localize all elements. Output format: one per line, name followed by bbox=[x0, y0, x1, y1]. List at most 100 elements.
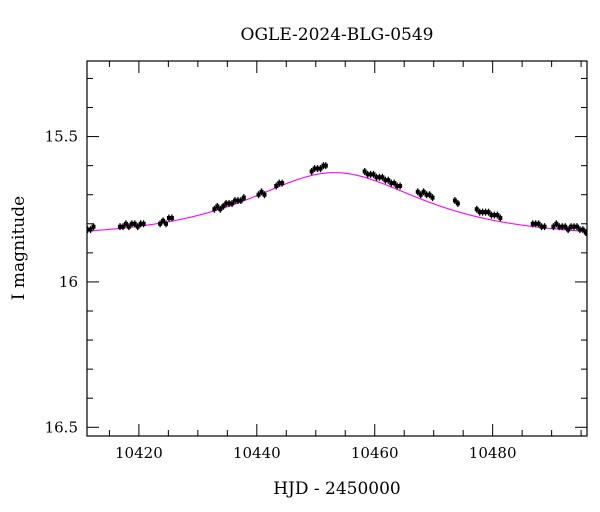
point-marker bbox=[495, 213, 500, 218]
data-point bbox=[315, 165, 320, 173]
point-marker bbox=[542, 224, 547, 229]
data-point bbox=[321, 162, 326, 170]
y-tick-label: 16 bbox=[59, 273, 78, 291]
data-point bbox=[161, 217, 166, 225]
point-marker bbox=[371, 172, 376, 177]
data-point bbox=[256, 191, 261, 199]
data-point bbox=[415, 188, 420, 196]
point-marker bbox=[551, 224, 556, 229]
point-marker bbox=[132, 221, 137, 226]
data-point bbox=[554, 220, 559, 228]
point-marker bbox=[398, 184, 403, 188]
data-point bbox=[259, 188, 264, 196]
point-marker bbox=[318, 166, 323, 171]
data-point bbox=[277, 179, 282, 187]
data-point bbox=[557, 223, 562, 231]
point-marker bbox=[583, 230, 587, 235]
data-point bbox=[215, 202, 220, 210]
point-marker bbox=[424, 192, 429, 197]
data-point bbox=[135, 223, 140, 231]
data-point bbox=[574, 223, 579, 231]
point-marker bbox=[395, 184, 400, 188]
point-marker bbox=[421, 189, 426, 194]
data-point bbox=[533, 220, 538, 228]
data-point bbox=[166, 214, 171, 222]
data-point bbox=[129, 220, 134, 228]
point-marker bbox=[158, 221, 163, 226]
data-point bbox=[141, 220, 146, 228]
data-point bbox=[362, 167, 367, 175]
data-point bbox=[539, 223, 544, 231]
data-point bbox=[486, 208, 491, 216]
point-marker bbox=[530, 221, 535, 226]
data-point bbox=[374, 173, 379, 181]
data-point bbox=[230, 199, 235, 207]
point-marker bbox=[241, 195, 246, 200]
point-marker bbox=[480, 210, 485, 215]
point-marker bbox=[135, 224, 140, 229]
point-marker bbox=[315, 166, 320, 171]
data-point bbox=[392, 179, 397, 187]
x-tick-label: 10460 bbox=[351, 444, 399, 462]
point-marker bbox=[235, 198, 240, 203]
point-marker bbox=[539, 224, 544, 229]
data-point bbox=[386, 176, 391, 184]
point-marker bbox=[259, 189, 264, 194]
point-marker bbox=[262, 192, 267, 197]
point-marker bbox=[91, 224, 96, 229]
data-point bbox=[138, 220, 143, 228]
data-point bbox=[577, 226, 582, 234]
plot-area bbox=[86, 60, 588, 437]
data-point bbox=[91, 223, 96, 231]
data-point bbox=[389, 179, 394, 187]
data-point bbox=[88, 226, 93, 234]
data-point bbox=[126, 223, 131, 231]
data-point bbox=[274, 182, 279, 190]
data-point bbox=[480, 208, 485, 216]
model-curve bbox=[87, 172, 587, 232]
point-marker bbox=[483, 210, 488, 215]
data-point bbox=[572, 223, 577, 231]
point-marker bbox=[486, 210, 491, 215]
point-marker bbox=[230, 201, 235, 206]
data-point bbox=[498, 214, 503, 222]
point-marker bbox=[383, 178, 388, 183]
point-marker bbox=[498, 215, 503, 220]
point-marker bbox=[164, 221, 169, 226]
data-point bbox=[365, 170, 370, 178]
x-axis-label: HJD - 2450000 bbox=[273, 479, 401, 499]
point-marker bbox=[477, 210, 482, 215]
y-axis: 15.5 16 16.5 bbox=[45, 77, 587, 436]
point-marker bbox=[88, 227, 93, 232]
data-point bbox=[262, 191, 267, 199]
data-point bbox=[427, 191, 432, 199]
point-marker bbox=[569, 224, 574, 229]
point-marker bbox=[536, 221, 541, 226]
point-marker bbox=[427, 192, 432, 197]
point-marker bbox=[274, 184, 279, 188]
point-marker bbox=[309, 169, 314, 174]
data-point bbox=[383, 176, 388, 184]
data-point bbox=[542, 223, 547, 231]
point-marker bbox=[141, 221, 146, 226]
data-point bbox=[118, 223, 123, 231]
point-marker bbox=[389, 181, 394, 186]
data-point bbox=[371, 170, 376, 178]
model-curve-group bbox=[87, 172, 587, 232]
data-point bbox=[309, 167, 314, 175]
data-point bbox=[483, 208, 488, 216]
data-point bbox=[158, 220, 163, 228]
point-marker bbox=[492, 213, 497, 218]
point-marker bbox=[321, 163, 326, 168]
point-marker bbox=[566, 227, 571, 232]
y-tick-label: 15.5 bbox=[45, 128, 78, 146]
data-point bbox=[492, 211, 497, 219]
chart-title: OGLE-2024-BLG-0549 bbox=[241, 25, 434, 45]
point-marker bbox=[166, 215, 171, 220]
data-point bbox=[368, 170, 373, 178]
point-marker bbox=[474, 207, 479, 212]
point-marker bbox=[169, 215, 174, 220]
point-marker bbox=[365, 172, 370, 177]
data-point bbox=[241, 194, 246, 202]
